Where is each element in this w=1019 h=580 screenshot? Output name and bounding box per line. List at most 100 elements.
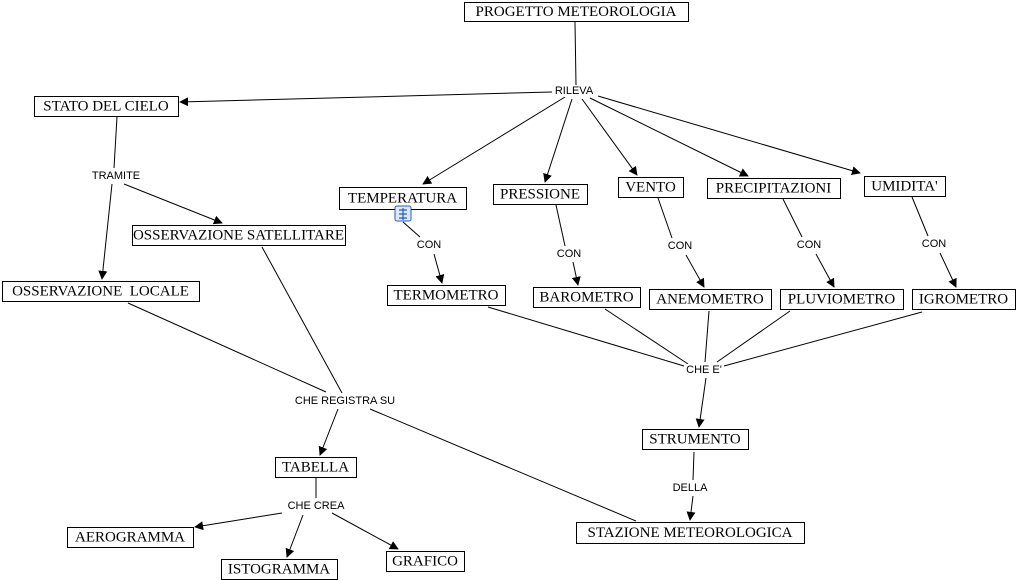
- concept-node: OSSERVAZIONE LOCALE: [2, 281, 200, 302]
- edge: [543, 98, 573, 183]
- link-label: CON: [557, 248, 582, 260]
- edge: [98, 183, 113, 280]
- link-label-bg: [665, 240, 695, 252]
- link-label: TRAMITE: [92, 170, 140, 182]
- edge: [723, 311, 923, 367]
- node-label: BAROMETRO: [539, 289, 633, 305]
- edges: [98, 21, 957, 558]
- concept-node: TERMOMETRO: [387, 285, 506, 306]
- concept-node: STATO DEL CIELO: [34, 96, 179, 117]
- concept-node: UMIDITA': [864, 176, 946, 197]
- concept-node: STAZIONE METEOROLOGICA: [576, 522, 805, 544]
- link-label-bg: [552, 85, 596, 97]
- link-label-bg: [414, 239, 444, 251]
- node-label: PRECIPITAZIONI: [716, 180, 831, 196]
- node-label: ISTOGRAMMA: [228, 561, 330, 577]
- node-label: STATO DEL CIELO: [43, 98, 169, 114]
- edge: [939, 252, 957, 288]
- edge: [369, 408, 637, 522]
- link-label: CON: [417, 239, 442, 251]
- node-box: [642, 429, 749, 450]
- link-label-bg: [285, 500, 347, 512]
- link-label-bg: [292, 395, 398, 407]
- node-box: [780, 289, 904, 310]
- edge: [194, 512, 283, 531]
- node-label: PROGETTO METEOROLOGIA: [476, 4, 677, 20]
- concept-node: ANEMOMETRO: [649, 289, 772, 310]
- edge: [318, 408, 339, 456]
- concept-node: PROGETTO METEOROLOGIA: [464, 2, 689, 22]
- concept-node: AEROGRAMMA: [67, 527, 194, 548]
- edge: [782, 198, 803, 238]
- concept-node: TABELLA: [275, 457, 357, 478]
- concept-node: OSSERVAZIONE SATELLITARE: [132, 225, 346, 246]
- concept-node: PLUVIOMETRO: [780, 289, 904, 310]
- node-box: [533, 287, 641, 308]
- concept-node: GRAFICO: [386, 551, 465, 572]
- node-box: [707, 178, 841, 199]
- link-label-bg: [670, 482, 710, 494]
- edge: [555, 204, 566, 247]
- link-label-bg: [554, 248, 584, 260]
- node-label: GRAFICO: [392, 553, 458, 569]
- link-label-bg: [89, 170, 143, 182]
- node-label: STAZIONE METEOROLOGICA: [587, 525, 792, 541]
- node-label: AEROGRAMMA: [75, 529, 185, 545]
- edge: [704, 310, 710, 363]
- edge: [574, 21, 577, 86]
- node-label: PRESSIONE: [500, 186, 580, 202]
- edge: [597, 95, 861, 176]
- node-box: [132, 225, 346, 246]
- link-label-bg: [919, 238, 949, 250]
- node-box: [2, 281, 200, 302]
- link-label: CON: [797, 239, 822, 251]
- edge: [179, 91, 553, 107]
- edge: [695, 377, 707, 428]
- node-box: [576, 522, 805, 544]
- node-label: OSSERVAZIONE SATELLITARE: [133, 227, 344, 243]
- edge: [815, 253, 835, 288]
- edge: [685, 254, 705, 288]
- concept-node: VENTO: [618, 177, 684, 198]
- link-label: CHE CREA: [288, 500, 346, 512]
- labels: RILEVA TRAMITE CON CON CON CON CON CHE E' CHE RE…: [89, 85, 949, 512]
- link-label: CON: [668, 240, 693, 252]
- node-label: PLUVIOMETRO: [788, 291, 896, 307]
- link-label-bg: [684, 364, 724, 376]
- link-label-bg: [794, 239, 824, 251]
- edge: [716, 310, 791, 363]
- edge: [123, 183, 223, 225]
- node-box: [34, 96, 179, 117]
- concept-node: PRESSIONE: [493, 184, 588, 205]
- edge: [657, 197, 673, 239]
- edge: [692, 451, 695, 481]
- node-label: ANEMOMETRO: [656, 291, 764, 307]
- node-box: [67, 527, 194, 548]
- edge: [487, 306, 685, 367]
- node-box: [493, 184, 588, 205]
- concept-node: IGROMETRO: [912, 289, 1016, 310]
- node-box: [618, 177, 684, 198]
- node-label: OSSERVAZIONE LOCALE: [12, 283, 189, 299]
- node-box: [387, 285, 506, 306]
- concept-node: BAROMETRO: [533, 287, 641, 308]
- edge: [911, 196, 929, 237]
- link-label: DELLA: [673, 482, 709, 494]
- concept-node: ISTOGRAMMA: [221, 559, 338, 580]
- resource-icon[interactable]: [394, 205, 412, 222]
- node-box: [649, 289, 772, 310]
- node-box: [864, 176, 946, 197]
- node-label: VENTO: [625, 179, 676, 195]
- node-box: [912, 289, 1016, 310]
- edge: [127, 302, 327, 393]
- node-label: STRUMENTO: [649, 431, 741, 447]
- node-label: TERMOMETRO: [394, 287, 499, 303]
- edge: [604, 308, 689, 365]
- link-label: CHE E': [686, 364, 722, 376]
- edge: [261, 246, 343, 394]
- node-label: TEMPERATURA: [348, 190, 457, 206]
- concept-node: TEMPERATURA: [339, 187, 467, 210]
- edge: [571, 261, 581, 286]
- edge: [331, 512, 399, 550]
